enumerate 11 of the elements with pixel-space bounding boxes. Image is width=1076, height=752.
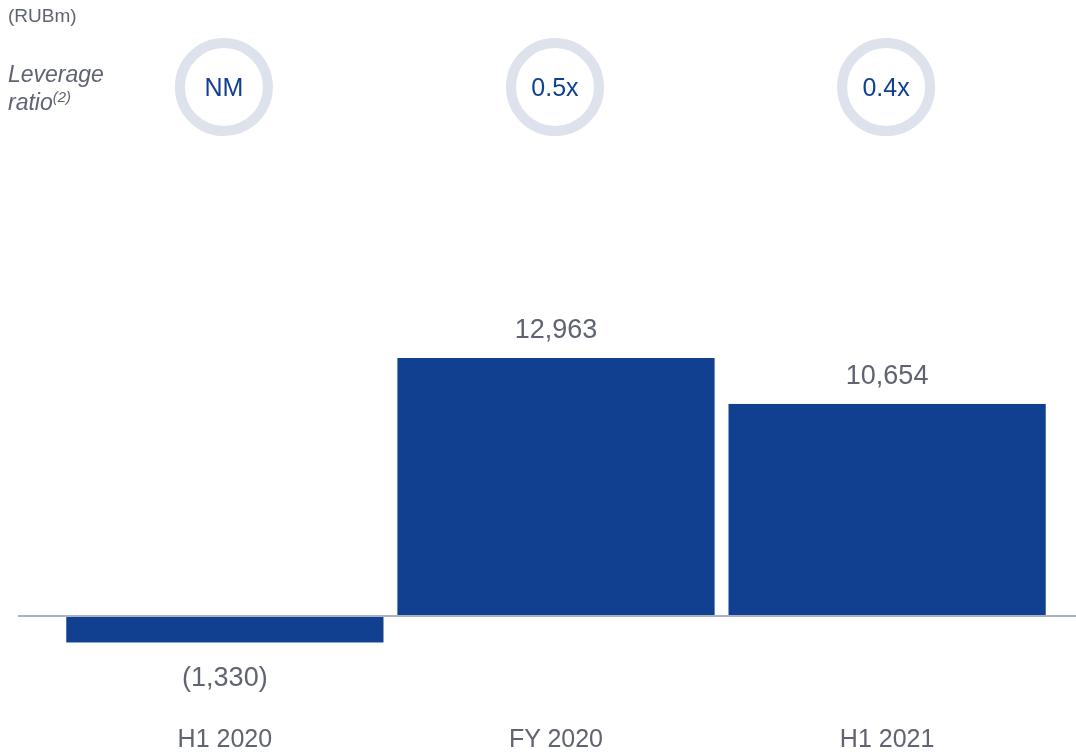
data-label: 12,963 <box>514 314 598 344</box>
data-label: 10,654 <box>845 359 929 390</box>
text: Leverage ratio$^{(2)}$ <box>8 61 104 115</box>
x-tick-label: FY 2020 <box>508 724 604 752</box>
data-label: (1,330) <box>182 662 268 693</box>
text: 0.4x <box>862 73 911 101</box>
text: (RUBm) <box>8 5 77 26</box>
x-tick-label: H1 2020 <box>177 724 273 752</box>
text: NM <box>204 73 244 101</box>
text: 0.5x <box>531 73 580 101</box>
x-tick-label: H1 2021 <box>839 724 935 752</box>
